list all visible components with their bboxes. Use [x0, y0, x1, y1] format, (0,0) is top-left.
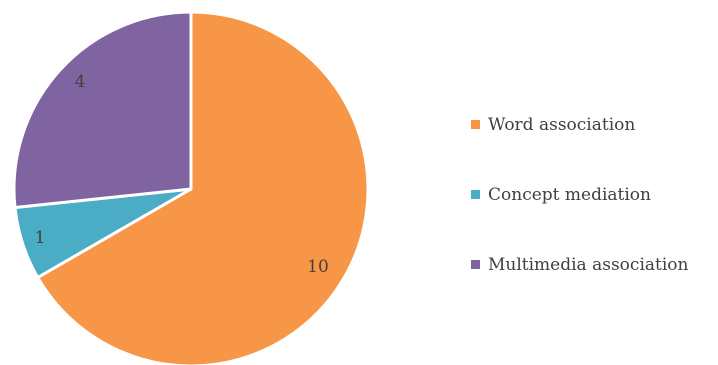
pie-slice-word-association: [36, 10, 370, 365]
legend-item-concept-mediation: Concept mediation: [471, 182, 688, 207]
legend-label-concept-mediation: Concept mediation: [488, 184, 651, 205]
legend-label-multimedia-association: Multimedia association: [488, 254, 689, 275]
legend-swatch-concept-mediation: [471, 190, 480, 199]
legend-item-word-association: Word association: [471, 112, 688, 137]
pie-data-labels: 10 1 4: [35, 72, 329, 277]
legend-swatch-word-association: [471, 120, 480, 129]
legend-label-word-association: Word association: [488, 114, 636, 135]
data-label-concept-mediation: 1: [35, 228, 46, 248]
legend: Word association Concept mediation Multi…: [471, 112, 688, 277]
legend-swatch-multimedia-association: [471, 260, 480, 269]
data-label-word-association: 10: [307, 257, 329, 277]
pie-slice-multimedia-association: [12, 10, 193, 210]
pie-slices: [12, 10, 370, 365]
data-label-multimedia-association: 4: [75, 72, 86, 92]
legend-item-multimedia-association: Multimedia association: [471, 252, 688, 277]
